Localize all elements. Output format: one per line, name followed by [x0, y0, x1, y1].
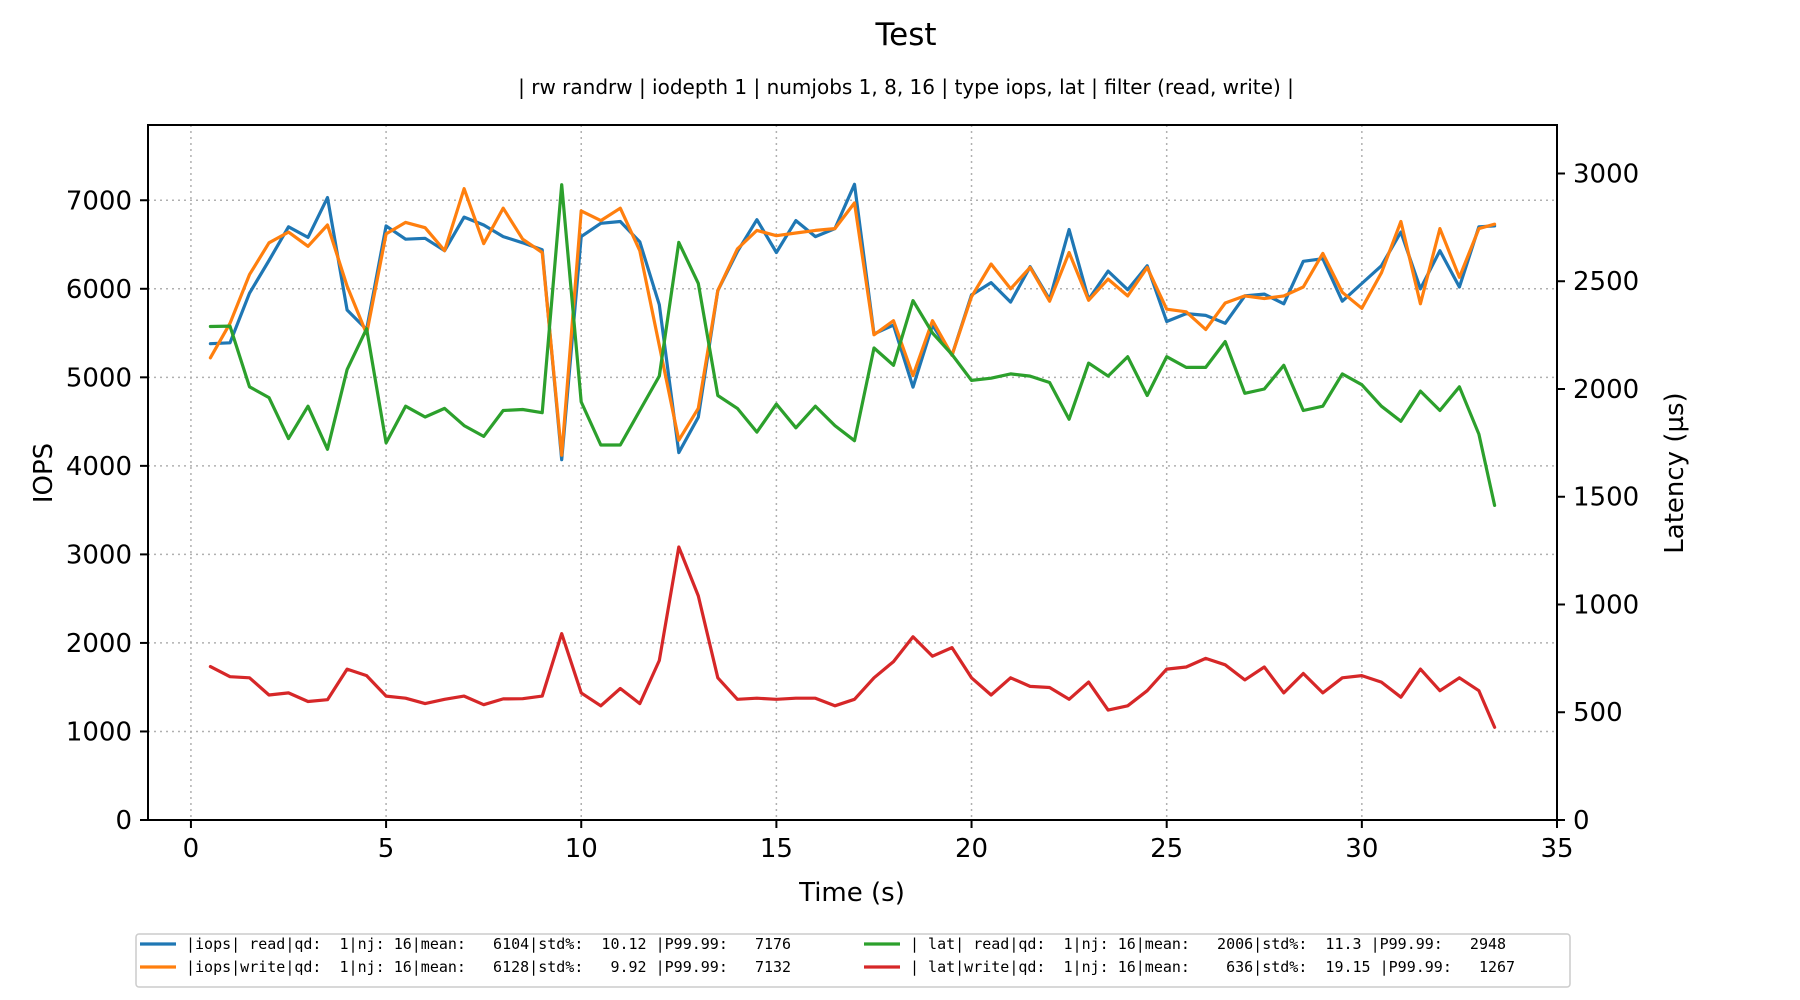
- legend: |iops| read|qd: 1|nj: 16|mean: 6104|std%…: [135, 933, 1571, 988]
- chart-title: Test: [874, 17, 936, 53]
- y-tick-label: 7000: [66, 186, 132, 216]
- grid-layer: [148, 125, 1557, 821]
- series-line-1: [208, 182, 1497, 462]
- x-tick-label: 0: [183, 834, 200, 864]
- y-tick-label: 5000: [66, 363, 132, 393]
- chart-subtitle: | rw randrw | iodepth 1 | numjobs 1, 8, …: [518, 75, 1294, 99]
- y-tick-label: 3000: [66, 540, 132, 570]
- x-tick-label: 5: [378, 834, 395, 864]
- y-tick-label: 2000: [66, 629, 132, 659]
- legend-label-3: | lat| read|qd: 1|nj: 16|mean: 2006|std%…: [910, 935, 1506, 953]
- y-tick-label: 4000: [66, 452, 132, 482]
- y2-tick-label: 2000: [1573, 375, 1639, 405]
- x-tick-label: 10: [565, 834, 598, 864]
- y-tick-label: 6000: [66, 275, 132, 305]
- y-axis-right-label: Latency (µs): [1660, 392, 1690, 553]
- y2-tick-label: 500: [1573, 698, 1623, 728]
- y-axis-left-label: IOPS: [29, 443, 59, 503]
- x-tick-label: 25: [1150, 834, 1183, 864]
- y2-tick-label: 1500: [1573, 483, 1639, 513]
- x-tick-label: 20: [955, 834, 988, 864]
- series-line-4: [208, 545, 1497, 729]
- y-tick-label: 1000: [66, 717, 132, 747]
- legend-box: [135, 933, 1571, 988]
- y2-tick-label: 3000: [1573, 159, 1639, 189]
- x-tick-label: 35: [1540, 834, 1573, 864]
- y2-tick-label: 1000: [1573, 590, 1639, 620]
- y-axis-left-ticks: 0 1000 2000 3000 4000 5000 6000 7000: [66, 186, 148, 836]
- y-tick-label: 0: [115, 806, 132, 836]
- legend-label-1: |iops| read|qd: 1|nj: 16|mean: 6104|std%…: [186, 935, 791, 953]
- y2-tick-label: 2500: [1573, 267, 1639, 297]
- x-axis-label: Time (s): [798, 878, 905, 908]
- legend-label-4: | lat|write|qd: 1|nj: 16|mean: 636|std%:…: [910, 958, 1515, 976]
- plot-frame: [147, 124, 1558, 821]
- y-axis-right-ticks: 0 500 1000 1500 2000 2500 3000: [1557, 159, 1639, 836]
- series-line-3: [208, 183, 1497, 507]
- x-axis-ticks: 0 5 10 15 20 25 30 35: [183, 820, 1574, 864]
- series-line-2: [208, 187, 1497, 457]
- y2-tick-label: 0: [1573, 806, 1590, 836]
- legend-label-2: |iops|write|qd: 1|nj: 16|mean: 6128|std%…: [186, 958, 791, 976]
- series-layer: [208, 182, 1497, 729]
- x-tick-label: 30: [1345, 834, 1378, 864]
- x-tick-label: 15: [760, 834, 793, 864]
